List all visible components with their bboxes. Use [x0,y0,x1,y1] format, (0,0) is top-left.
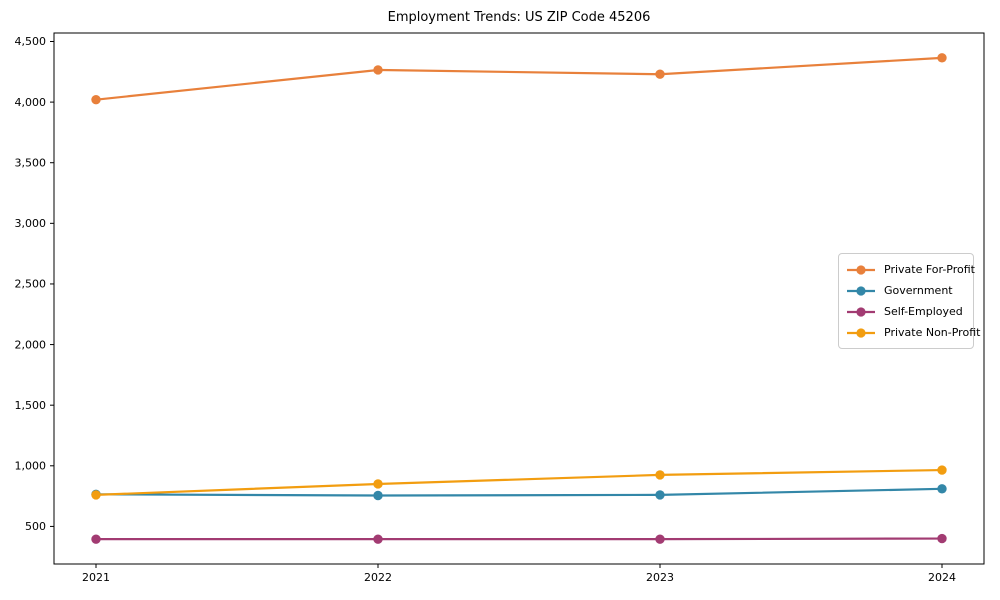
y-tick-label: 4,000 [15,96,47,109]
data-point [91,490,101,500]
data-point [937,53,947,63]
data-point [937,484,947,494]
legend-swatch-icon [847,306,875,317]
legend-item: Private Non-Profit [846,322,980,343]
chart-legend: Private For-Profit Government Self-Employe… [838,253,980,349]
series-line [94,487,944,497]
data-point [937,533,947,544]
data-point [373,490,383,501]
y-tick-label: 3,500 [15,156,47,169]
legend-label: Private Non-Profit [884,326,981,339]
data-point [655,470,665,480]
data-point [937,465,947,475]
legend-swatch-icon [847,327,875,338]
chart-title: Employment Trends: US ZIP Code 45206 [387,10,651,25]
series-line [94,468,944,496]
data-point [373,479,383,489]
y-tick-label: 3,000 [15,217,47,230]
legend-item: Self-Employed [846,301,967,322]
plot-border [53,32,985,565]
y-tick-label: 2,000 [15,338,47,351]
series-line [94,537,944,541]
legend-label: Government [884,284,953,297]
x-tick-label: 2021 [82,571,110,584]
data-point [373,65,383,75]
x-tick-label: 2022 [364,571,392,584]
series-line [94,56,944,101]
y-tick-label: 4,500 [15,35,47,48]
data-point [91,94,101,105]
legend-item: Private For-Profit [846,259,975,280]
legend-item: Government [846,280,967,301]
data-point [91,534,101,544]
x-tick-label: 2023 [646,571,674,584]
y-tick-label: 1,500 [15,399,47,412]
data-point [373,534,383,544]
legend-label: Private For-Profit [884,263,975,276]
y-tick-label: 500 [25,520,46,533]
legend-label: Self-Employed [884,305,963,318]
y-tick-label: 2,500 [15,278,47,291]
legend-swatch-icon [847,264,875,275]
data-point [655,490,665,500]
y-tick-label: 1,000 [15,460,47,473]
data-point [655,69,665,79]
legend-swatch-icon [847,285,875,296]
data-point [655,534,665,544]
x-tick-label: 2024 [928,571,956,584]
